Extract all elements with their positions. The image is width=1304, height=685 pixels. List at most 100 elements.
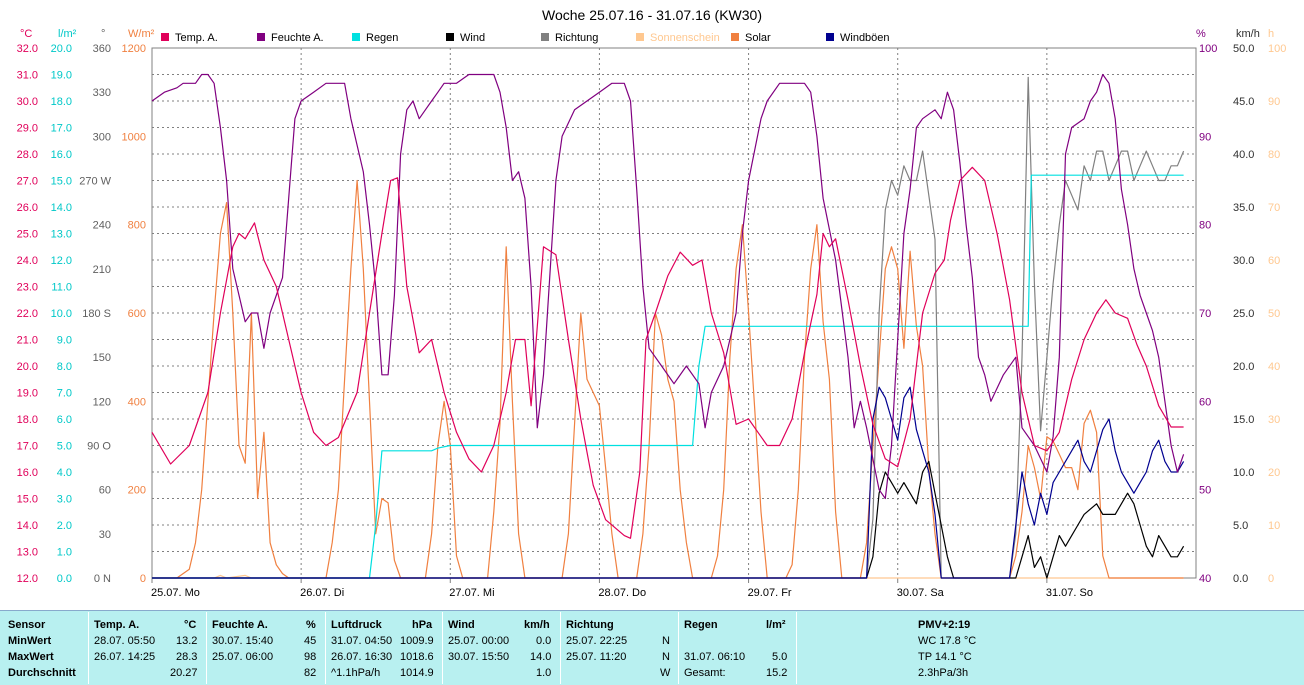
table-separator — [796, 612, 797, 684]
table-separator — [442, 612, 443, 684]
direction-tick-label: 30 — [99, 529, 111, 541]
rain-tick-label: 1.0 — [57, 547, 72, 559]
legend-label: Feuchte A. — [271, 32, 324, 44]
header-humidity-unit: % — [306, 619, 316, 631]
pmv-wc: WC 17.8 °C — [918, 635, 977, 647]
x-tick-label: 28.07. Do — [598, 587, 646, 599]
solar-tick-label: 400 — [128, 396, 146, 408]
solar-tick-label: 200 — [128, 485, 146, 497]
temp-tick-label: 16.0 — [17, 467, 38, 479]
temp-tick-label: 20.0 — [17, 361, 38, 373]
unit-direction: ° — [101, 28, 105, 40]
x-tick-label: 27.07. Mi — [449, 587, 494, 599]
table-separator — [560, 612, 561, 684]
x-tick-label: 30.07. Sa — [897, 587, 945, 599]
pressure-min-value: 1009.9 — [400, 635, 434, 647]
rain-tick-label: 14.0 — [51, 202, 72, 214]
pressure-max-value: 1018.6 — [400, 651, 434, 663]
wind-tick-label: 45.0 — [1233, 96, 1254, 108]
legend-label: Windböen — [840, 32, 890, 44]
rain-tick-label: 5.0 — [57, 441, 72, 453]
humidity-tick-label: 60 — [1199, 396, 1211, 408]
wind-tick-label: 40.0 — [1233, 149, 1254, 161]
legend-label: Richtung — [555, 32, 598, 44]
unit-solar: W/m² — [128, 28, 155, 40]
humidity-min-value: 45 — [304, 635, 317, 647]
series-line-feuchte-a — [151, 73, 1185, 500]
wind-tick-label: 10.0 — [1233, 467, 1254, 479]
table-separator — [678, 612, 679, 684]
temp-max-value: 28.3 — [176, 651, 198, 663]
sunshine-tick-label: 70 — [1268, 202, 1280, 214]
sunshine-tick-label: 60 — [1268, 255, 1280, 267]
rain-tick-label: 3.0 — [57, 494, 72, 506]
sunshine-tick-label: 90 — [1268, 96, 1280, 108]
humidity-tick-label: 40 — [1199, 573, 1211, 585]
unit-humidity: % — [1196, 28, 1206, 40]
legend-swatch — [826, 33, 834, 41]
x-axis: 25.07. Mo 26.07. Di 27.07. Mi 28.07. Do 29.0… — [151, 578, 1093, 599]
temp-tick-label: 28.0 — [17, 149, 38, 161]
legend-swatch — [161, 33, 169, 41]
pressure-trend: ^1.1hPa/h — [331, 667, 381, 679]
series-line-wind — [152, 460, 1185, 579]
direction-tick-label: 360 — [93, 43, 111, 55]
x-tick-label: 25.07. Mo — [151, 587, 200, 599]
temp-tick-label: 26.0 — [17, 202, 38, 214]
legend-label: Regen — [366, 32, 398, 44]
weather-chart: Woche 25.07.16 - 31.07.16 (KW30) Temp. A… — [17, 7, 1287, 599]
wind-min-time: 25.07. 00:00 — [448, 635, 510, 647]
temp-tick-label: 18.0 — [17, 414, 38, 426]
humidity-min-time: 30.07. 15:40 — [212, 635, 274, 647]
header-pmv: PMV+2:19 — [918, 619, 971, 631]
rain-tick-label: 17.0 — [51, 123, 72, 135]
rain-tick-label: 16.0 — [51, 149, 72, 161]
humidity-tick-label: 90 — [1199, 131, 1211, 143]
temp-tick-label: 24.0 — [17, 255, 38, 267]
rain-tick-label: 4.0 — [57, 467, 72, 479]
chart-title: Woche 25.07.16 - 31.07.16 (KW30) — [542, 7, 762, 23]
wind-tick-label: 5.0 — [1233, 520, 1248, 532]
table-separator — [325, 612, 326, 684]
direction-avg-value: W — [660, 667, 671, 679]
legend-label: Temp. A. — [175, 32, 218, 44]
sunshine-tick-label: 40 — [1268, 361, 1280, 373]
wind-tick-label: 20.0 — [1233, 361, 1254, 373]
rain-tick-label: 9.0 — [57, 335, 72, 347]
direction-tick-label: 60 — [99, 485, 111, 497]
temp-tick-label: 27.0 — [17, 176, 38, 188]
table-separator — [206, 612, 207, 684]
wind-tick-label: 30.0 — [1233, 255, 1254, 267]
humidity-tick-label: 50 — [1199, 485, 1211, 497]
unit-temp: °C — [20, 28, 32, 40]
temp-tick-label: 12.0 — [17, 573, 38, 585]
temp-tick-label: 23.0 — [17, 282, 38, 294]
temp-tick-label: 14.0 — [17, 520, 38, 532]
sunshine-tick-label: 30 — [1268, 414, 1280, 426]
sunshine-tick-label: 100 — [1268, 43, 1286, 55]
rain-tick-label: 20.0 — [51, 43, 72, 55]
pressure-max-time: 26.07. 16:30 — [331, 651, 393, 663]
rain-tick-label: 10.0 — [51, 308, 72, 320]
direction-tick-label: 0 N — [94, 573, 111, 585]
right-axes: 4050607080901000.05.010.015.020.025.030.… — [1199, 43, 1286, 585]
temp-min-value: 13.2 — [176, 635, 198, 647]
rain-total-value: 15.2 — [766, 667, 788, 679]
rain-tick-label: 6.0 — [57, 414, 72, 426]
temp-max-time: 26.07. 14:25 — [94, 651, 156, 663]
header-humidity: Feuchte A. — [212, 619, 268, 631]
direction-tick-label: 330 — [93, 87, 111, 99]
rain-tick-label: 13.0 — [51, 229, 72, 241]
direction-tick-label: 180 S — [82, 308, 111, 320]
header-wind: Wind — [448, 619, 475, 631]
header-direction: Richtung — [566, 619, 614, 631]
wind-tick-label: 15.0 — [1233, 414, 1254, 426]
rain-tick-label: 8.0 — [57, 361, 72, 373]
series-group — [151, 73, 1185, 579]
legend-label: Wind — [460, 32, 485, 44]
direction-min-time: 25.07. 22:25 — [566, 635, 628, 647]
legend-swatch — [257, 33, 265, 41]
legend-label: Sonnenschein — [650, 32, 720, 44]
header-rain: Regen — [684, 619, 718, 631]
wind-min-value: 0.0 — [536, 635, 552, 647]
